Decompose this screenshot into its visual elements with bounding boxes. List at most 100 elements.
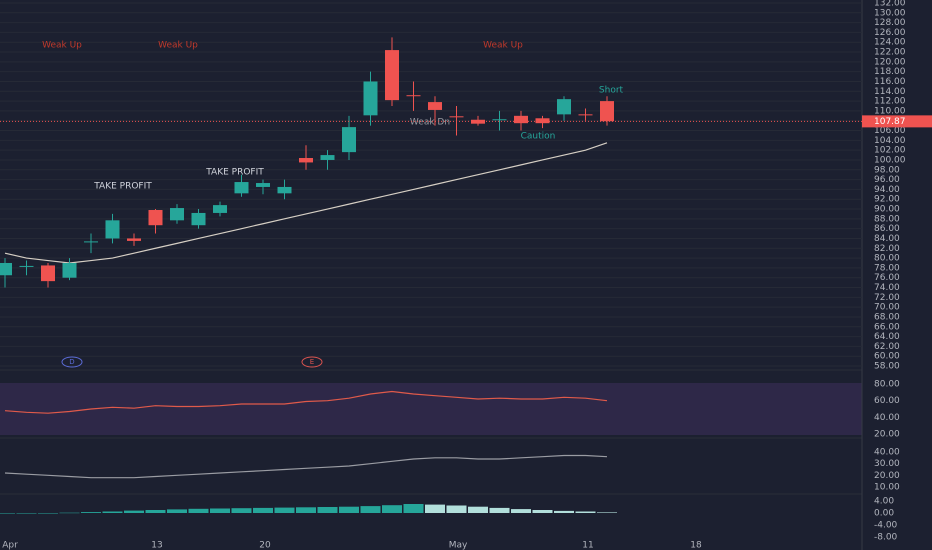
signal-label: TAKE PROFIT <box>205 168 264 178</box>
histogram-bar <box>360 506 381 513</box>
marker-circle <box>301 356 323 368</box>
y-tick-label: 10.00 <box>874 483 900 493</box>
histogram-bar <box>597 512 617 513</box>
histogram-bar <box>403 504 424 513</box>
histogram-bar <box>102 511 123 513</box>
candle-body <box>277 186 292 194</box>
histogram-bar <box>231 508 252 513</box>
y-tick-label: 72.00 <box>874 293 900 303</box>
histogram-bar <box>274 507 295 513</box>
y-tick-label: 4.00 <box>874 497 894 507</box>
indicator-line <box>4 390 608 414</box>
y-tick-label: -8.00 <box>874 533 898 543</box>
histogram-bar <box>532 510 553 513</box>
candle-body <box>406 95 421 97</box>
histogram-bar <box>425 504 445 513</box>
histogram-bar <box>38 513 58 514</box>
y-tick-label: 132.00 <box>874 0 906 9</box>
candle-body <box>234 182 249 194</box>
y-tick-label: 64.00 <box>874 332 900 342</box>
y-tick-label: 92.00 <box>874 195 900 205</box>
y-tick-label: 128.00 <box>874 18 906 28</box>
y-tick-label: 90.00 <box>874 205 900 215</box>
candle-body <box>41 265 55 282</box>
x-tick-label: May <box>449 541 468 550</box>
histogram-bar <box>188 508 209 513</box>
candle-body <box>471 119 485 124</box>
histogram-bar <box>145 510 166 513</box>
candle-body <box>84 241 98 243</box>
marker-label: E <box>310 358 314 366</box>
candle-body <box>557 99 571 115</box>
x-tick-label: 18 <box>690 541 702 550</box>
y-tick-label: 86.00 <box>874 224 900 234</box>
last-price-tag <box>862 115 932 128</box>
x-tick-label: 20 <box>259 541 271 550</box>
signal-label: TAKE PROFIT <box>93 182 152 192</box>
x-tick-label: Apr <box>2 541 18 550</box>
candle-body <box>0 262 12 276</box>
y-tick-label: 102.00 <box>874 146 906 156</box>
y-tick-label: 76.00 <box>874 273 900 283</box>
histogram-bar <box>339 506 359 513</box>
y-tick-label: 78.00 <box>874 263 900 273</box>
candle-body <box>191 212 206 226</box>
y-tick-label: 112.00 <box>874 97 906 107</box>
y-tick-label: 20.00 <box>874 471 900 481</box>
signal-label: Weak Up <box>158 41 198 51</box>
histogram-bar <box>210 508 230 513</box>
indicator-line <box>4 454 608 479</box>
y-tick-label: 124.00 <box>874 38 906 48</box>
histogram-bar <box>554 510 574 513</box>
histogram-bar <box>296 507 316 513</box>
y-tick-label: 62.00 <box>874 342 900 352</box>
x-tick-label: 11 <box>582 541 593 550</box>
y-tick-label: 74.00 <box>874 283 900 293</box>
y-tick-label: 126.00 <box>874 28 906 38</box>
candle-body <box>600 101 614 122</box>
histogram-bar <box>446 505 467 513</box>
histogram-bar <box>489 507 510 513</box>
y-tick-label: 88.00 <box>874 214 900 224</box>
histogram-bar <box>382 505 402 513</box>
signal-label: Weak Up <box>42 41 82 51</box>
candle-body <box>127 238 141 241</box>
y-tick-label: 82.00 <box>874 244 900 254</box>
candle-body <box>256 183 270 187</box>
histogram-bar <box>511 509 531 513</box>
y-tick-label: 70.00 <box>874 303 900 313</box>
y-tick-label: 30.00 <box>874 459 900 469</box>
candle-body <box>363 81 378 116</box>
marker-circle <box>61 356 83 368</box>
histogram-bar <box>167 509 187 513</box>
y-tick-label: 122.00 <box>874 48 906 58</box>
candle-body <box>105 220 120 239</box>
y-tick-label: 68.00 <box>874 312 900 322</box>
candle-body <box>428 102 442 110</box>
last-price-label: 107.87 <box>874 117 906 127</box>
histogram-bar <box>124 510 144 513</box>
candle-body <box>514 115 528 124</box>
y-tick-label: 94.00 <box>874 185 900 195</box>
y-tick-label: 66.00 <box>874 322 900 332</box>
y-tick-label: 0.00 <box>874 509 894 519</box>
y-tick-label: -4.00 <box>874 521 898 531</box>
y-tick-label: 60.00 <box>874 352 900 362</box>
y-tick-label: 104.00 <box>874 136 906 146</box>
y-tick-label: 80.00 <box>874 254 900 264</box>
y-tick-label: 98.00 <box>874 165 900 175</box>
candle-body <box>62 262 77 278</box>
candle-body <box>299 158 313 163</box>
y-tick-label: 116.00 <box>874 77 906 87</box>
histogram-bar <box>575 511 596 513</box>
candle-body <box>320 155 335 160</box>
y-tick-label: 80.00 <box>874 380 900 390</box>
histogram-bar <box>317 507 338 513</box>
candle-body <box>148 210 163 226</box>
histogram-bar <box>253 507 273 513</box>
histogram-bar <box>81 512 101 513</box>
candle-body <box>213 205 227 213</box>
